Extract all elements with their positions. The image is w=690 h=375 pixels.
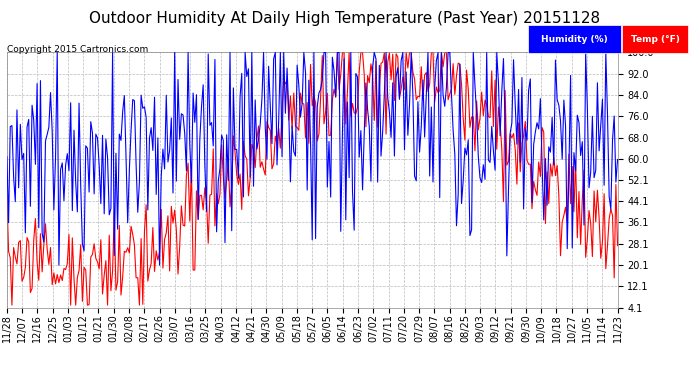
Text: Copyright 2015 Cartronics.com: Copyright 2015 Cartronics.com <box>7 45 148 54</box>
Text: Humidity (%): Humidity (%) <box>541 35 608 44</box>
Text: Outdoor Humidity At Daily High Temperature (Past Year) 20151128: Outdoor Humidity At Daily High Temperatu… <box>90 11 600 26</box>
Text: Temp (°F): Temp (°F) <box>631 35 680 44</box>
